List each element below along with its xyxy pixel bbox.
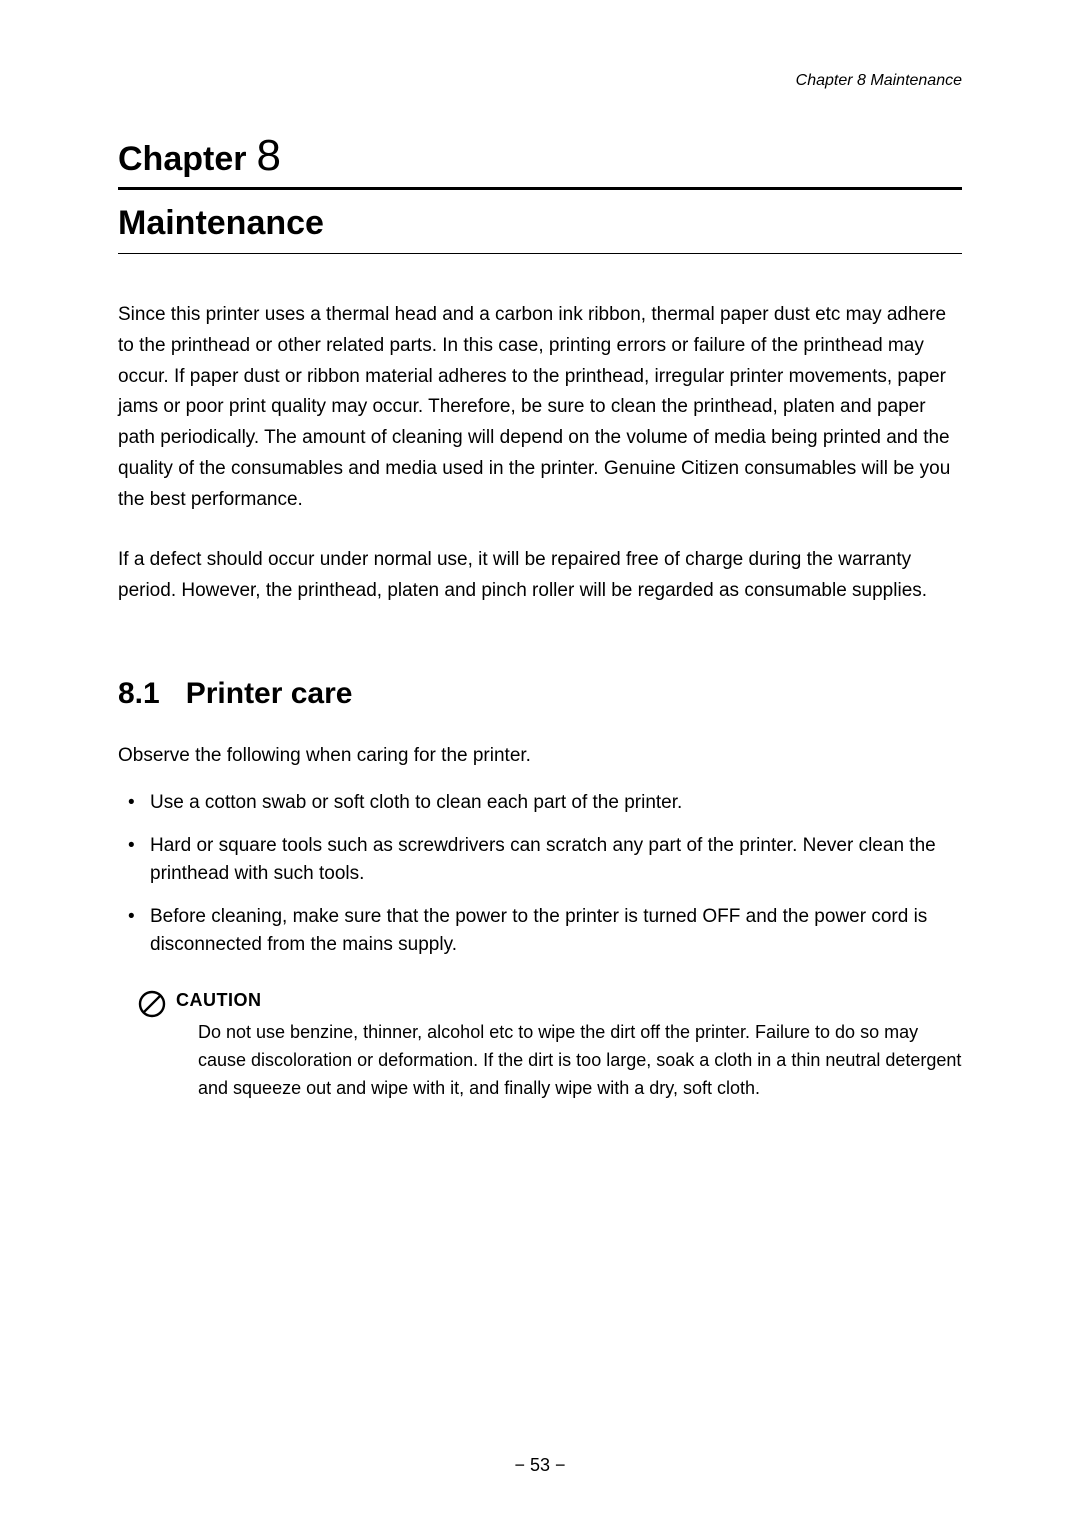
caution-label: CAUTION — [176, 990, 962, 1011]
caution-content: CAUTION Do not use benzine, thinner, alc… — [176, 990, 962, 1103]
chapter-rule-thin — [118, 253, 962, 254]
list-item: Use a cotton swab or soft cloth to clean… — [128, 789, 962, 818]
running-header: Chapter 8 Maintenance — [796, 72, 962, 90]
chapter-label: Chapter — [118, 140, 246, 179]
section-number: 8.1 — [118, 677, 160, 711]
list-item: Before cleaning, make sure that the powe… — [128, 903, 962, 960]
list-item: Hard or square tools such as screwdriver… — [128, 832, 962, 889]
chapter-rule-thick — [118, 187, 962, 190]
chapter-number: 8 — [256, 134, 280, 178]
caution-block: CAUTION Do not use benzine, thinner, alc… — [118, 990, 962, 1103]
bullet-list: Use a cotton swab or soft cloth to clean… — [118, 789, 962, 960]
section-title: Printer care — [186, 677, 353, 711]
page-number: − 53 − — [0, 1455, 1080, 1476]
intro-paragraph-2: If a defect should occur under normal us… — [118, 545, 962, 607]
prohibition-icon — [138, 990, 166, 1023]
chapter-label-line: Chapter 8 — [118, 134, 962, 179]
document-page: Chapter 8 Maintenance Chapter 8 Maintena… — [0, 0, 1080, 1528]
chapter-title: Maintenance — [118, 204, 962, 243]
section-intro: Observe the following when caring for th… — [118, 741, 962, 771]
section-heading: 8.1 Printer care — [118, 677, 962, 711]
caution-text: Do not use benzine, thinner, alcohol etc… — [176, 1019, 962, 1103]
intro-paragraph-1: Since this printer uses a thermal head a… — [118, 300, 962, 515]
